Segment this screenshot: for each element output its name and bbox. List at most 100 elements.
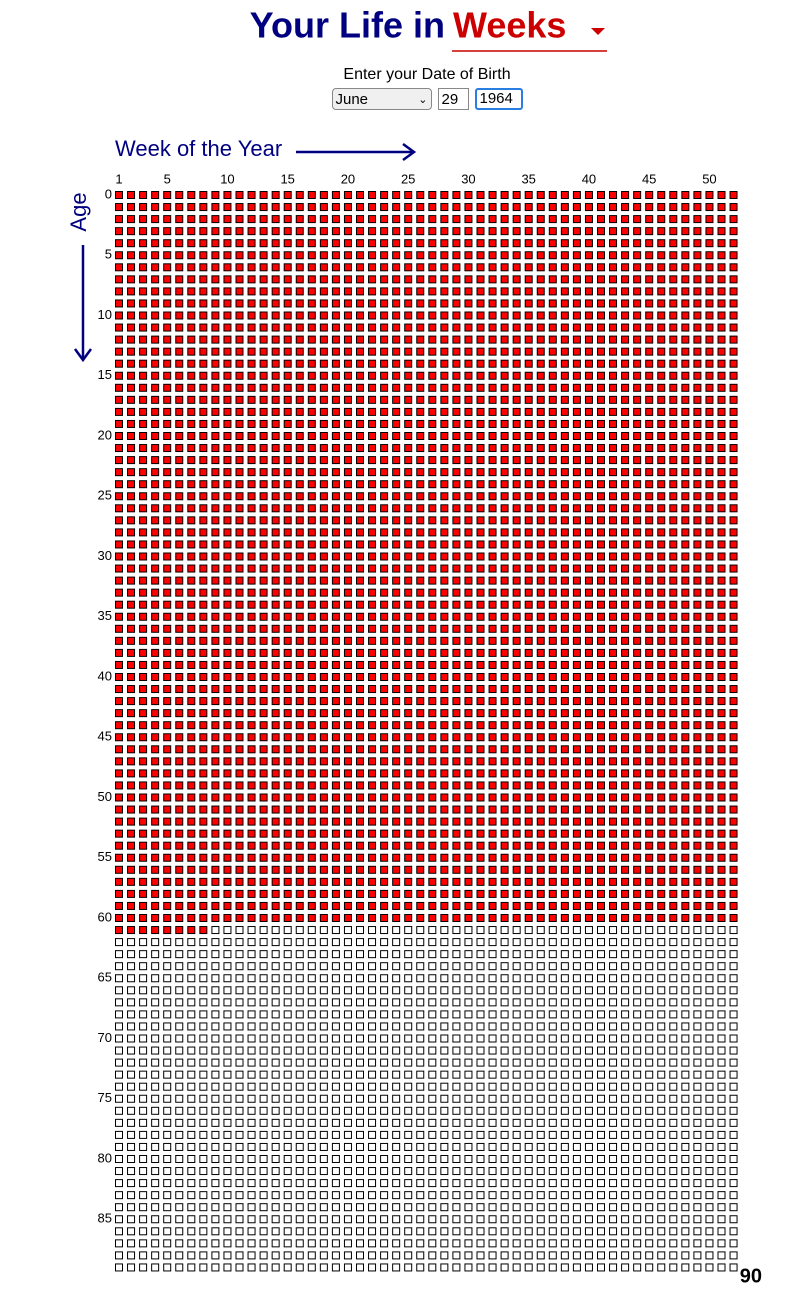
week-lived xyxy=(440,432,449,440)
week-lived xyxy=(621,636,630,645)
week-lived xyxy=(428,588,437,597)
week-lived xyxy=(139,660,148,669)
week-lived xyxy=(693,215,702,224)
week-future xyxy=(404,1082,413,1091)
week-lived xyxy=(512,793,521,802)
week-lived xyxy=(524,359,533,368)
week-lived xyxy=(584,335,593,344)
week-lived xyxy=(681,793,690,802)
week-lived xyxy=(163,624,172,633)
week-future xyxy=(307,1263,316,1272)
week-future xyxy=(187,1191,196,1200)
week-lived xyxy=(307,311,316,320)
week-lived xyxy=(115,865,123,874)
week-future xyxy=(416,1094,425,1103)
week-future xyxy=(247,1046,256,1055)
week-lived xyxy=(681,227,690,236)
week-lived xyxy=(693,600,702,609)
week-lived xyxy=(440,673,449,681)
week-lived xyxy=(187,793,196,802)
week-future xyxy=(560,1010,569,1019)
week-future xyxy=(560,1022,569,1031)
week-future xyxy=(392,1191,401,1200)
week-lived xyxy=(657,215,666,224)
week-lived xyxy=(705,914,714,922)
week-future xyxy=(669,950,678,959)
week-future xyxy=(476,1130,485,1139)
week-lived xyxy=(187,757,196,766)
week-lived xyxy=(705,829,714,838)
week-lived xyxy=(488,287,497,296)
week-future xyxy=(440,950,449,959)
week-future xyxy=(645,938,654,947)
week-lived xyxy=(488,757,497,766)
week-lived xyxy=(464,745,473,754)
week-future xyxy=(343,1082,352,1091)
week-lived xyxy=(151,215,160,224)
week-future xyxy=(295,1058,304,1067)
week-future xyxy=(163,950,172,959)
week-lived xyxy=(235,733,244,742)
week-future xyxy=(621,950,630,959)
week-future xyxy=(693,1263,702,1272)
week-lived xyxy=(597,359,605,368)
week-future xyxy=(368,926,377,935)
week-future xyxy=(512,1179,521,1188)
week-future xyxy=(247,1251,256,1260)
week-lived xyxy=(657,468,666,477)
week-lived xyxy=(524,853,533,862)
week-lived xyxy=(295,239,304,248)
week-future xyxy=(729,1191,738,1200)
week-future xyxy=(597,986,605,995)
week-future xyxy=(729,1203,738,1212)
week-lived xyxy=(247,191,256,199)
week-lived xyxy=(693,733,702,742)
week-lived xyxy=(572,239,581,248)
week-lived xyxy=(392,745,401,754)
week-lived xyxy=(705,685,714,694)
week-lived xyxy=(259,299,268,308)
week-future xyxy=(440,1179,449,1188)
month-select[interactable]: June ⌄ xyxy=(331,88,432,110)
week-lived xyxy=(717,287,726,296)
title-unit[interactable]: Weeks xyxy=(453,5,566,46)
week-future xyxy=(597,1094,605,1103)
week-lived xyxy=(259,709,268,718)
unit-dropdown-arrow[interactable] xyxy=(591,28,605,35)
week-future xyxy=(609,1034,618,1043)
week-future xyxy=(223,950,232,959)
week-future xyxy=(440,1010,449,1019)
week-lived xyxy=(331,492,340,501)
week-lived xyxy=(295,889,304,898)
week-future xyxy=(464,1227,473,1236)
week-lived xyxy=(404,709,413,718)
week-future xyxy=(440,1070,449,1079)
week-lived xyxy=(584,624,593,633)
week-lived xyxy=(416,721,425,730)
week-lived xyxy=(693,576,702,585)
week-lived xyxy=(536,215,545,224)
week-lived xyxy=(729,407,738,416)
week-future xyxy=(368,1010,377,1019)
week-lived xyxy=(416,769,425,778)
week-lived xyxy=(223,407,232,416)
day-input[interactable]: 29 xyxy=(437,88,469,110)
week-future xyxy=(331,1106,340,1115)
week-lived xyxy=(584,805,593,814)
week-lived xyxy=(115,588,123,597)
week-lived xyxy=(729,805,738,814)
year-input[interactable]: 1964 xyxy=(474,88,523,110)
week-lived xyxy=(705,347,714,356)
week-lived xyxy=(139,865,148,874)
week-lived xyxy=(512,227,521,236)
week-lived xyxy=(343,588,352,597)
week-future xyxy=(307,1022,316,1031)
week-lived xyxy=(428,347,437,356)
week-lived xyxy=(319,215,328,224)
week-future xyxy=(524,1118,533,1127)
week-lived xyxy=(356,721,364,730)
week-future xyxy=(223,1046,232,1055)
week-lived xyxy=(127,588,136,597)
week-lived xyxy=(235,516,244,525)
week-lived xyxy=(500,516,509,525)
